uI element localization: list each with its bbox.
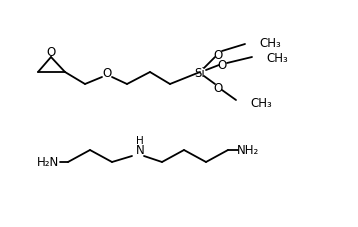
Text: Si: Si (195, 66, 205, 79)
Text: H: H (136, 135, 144, 145)
Text: O: O (47, 45, 55, 58)
Text: CH₃: CH₃ (250, 96, 272, 109)
Text: CH₃: CH₃ (259, 36, 281, 49)
Text: CH₃: CH₃ (266, 51, 288, 64)
Text: O: O (217, 58, 227, 71)
Text: O: O (213, 81, 223, 94)
Text: O: O (102, 66, 112, 79)
Text: O: O (213, 48, 223, 61)
Text: H₂N: H₂N (37, 156, 59, 169)
Text: NH₂: NH₂ (237, 144, 259, 157)
Text: N: N (136, 144, 144, 157)
